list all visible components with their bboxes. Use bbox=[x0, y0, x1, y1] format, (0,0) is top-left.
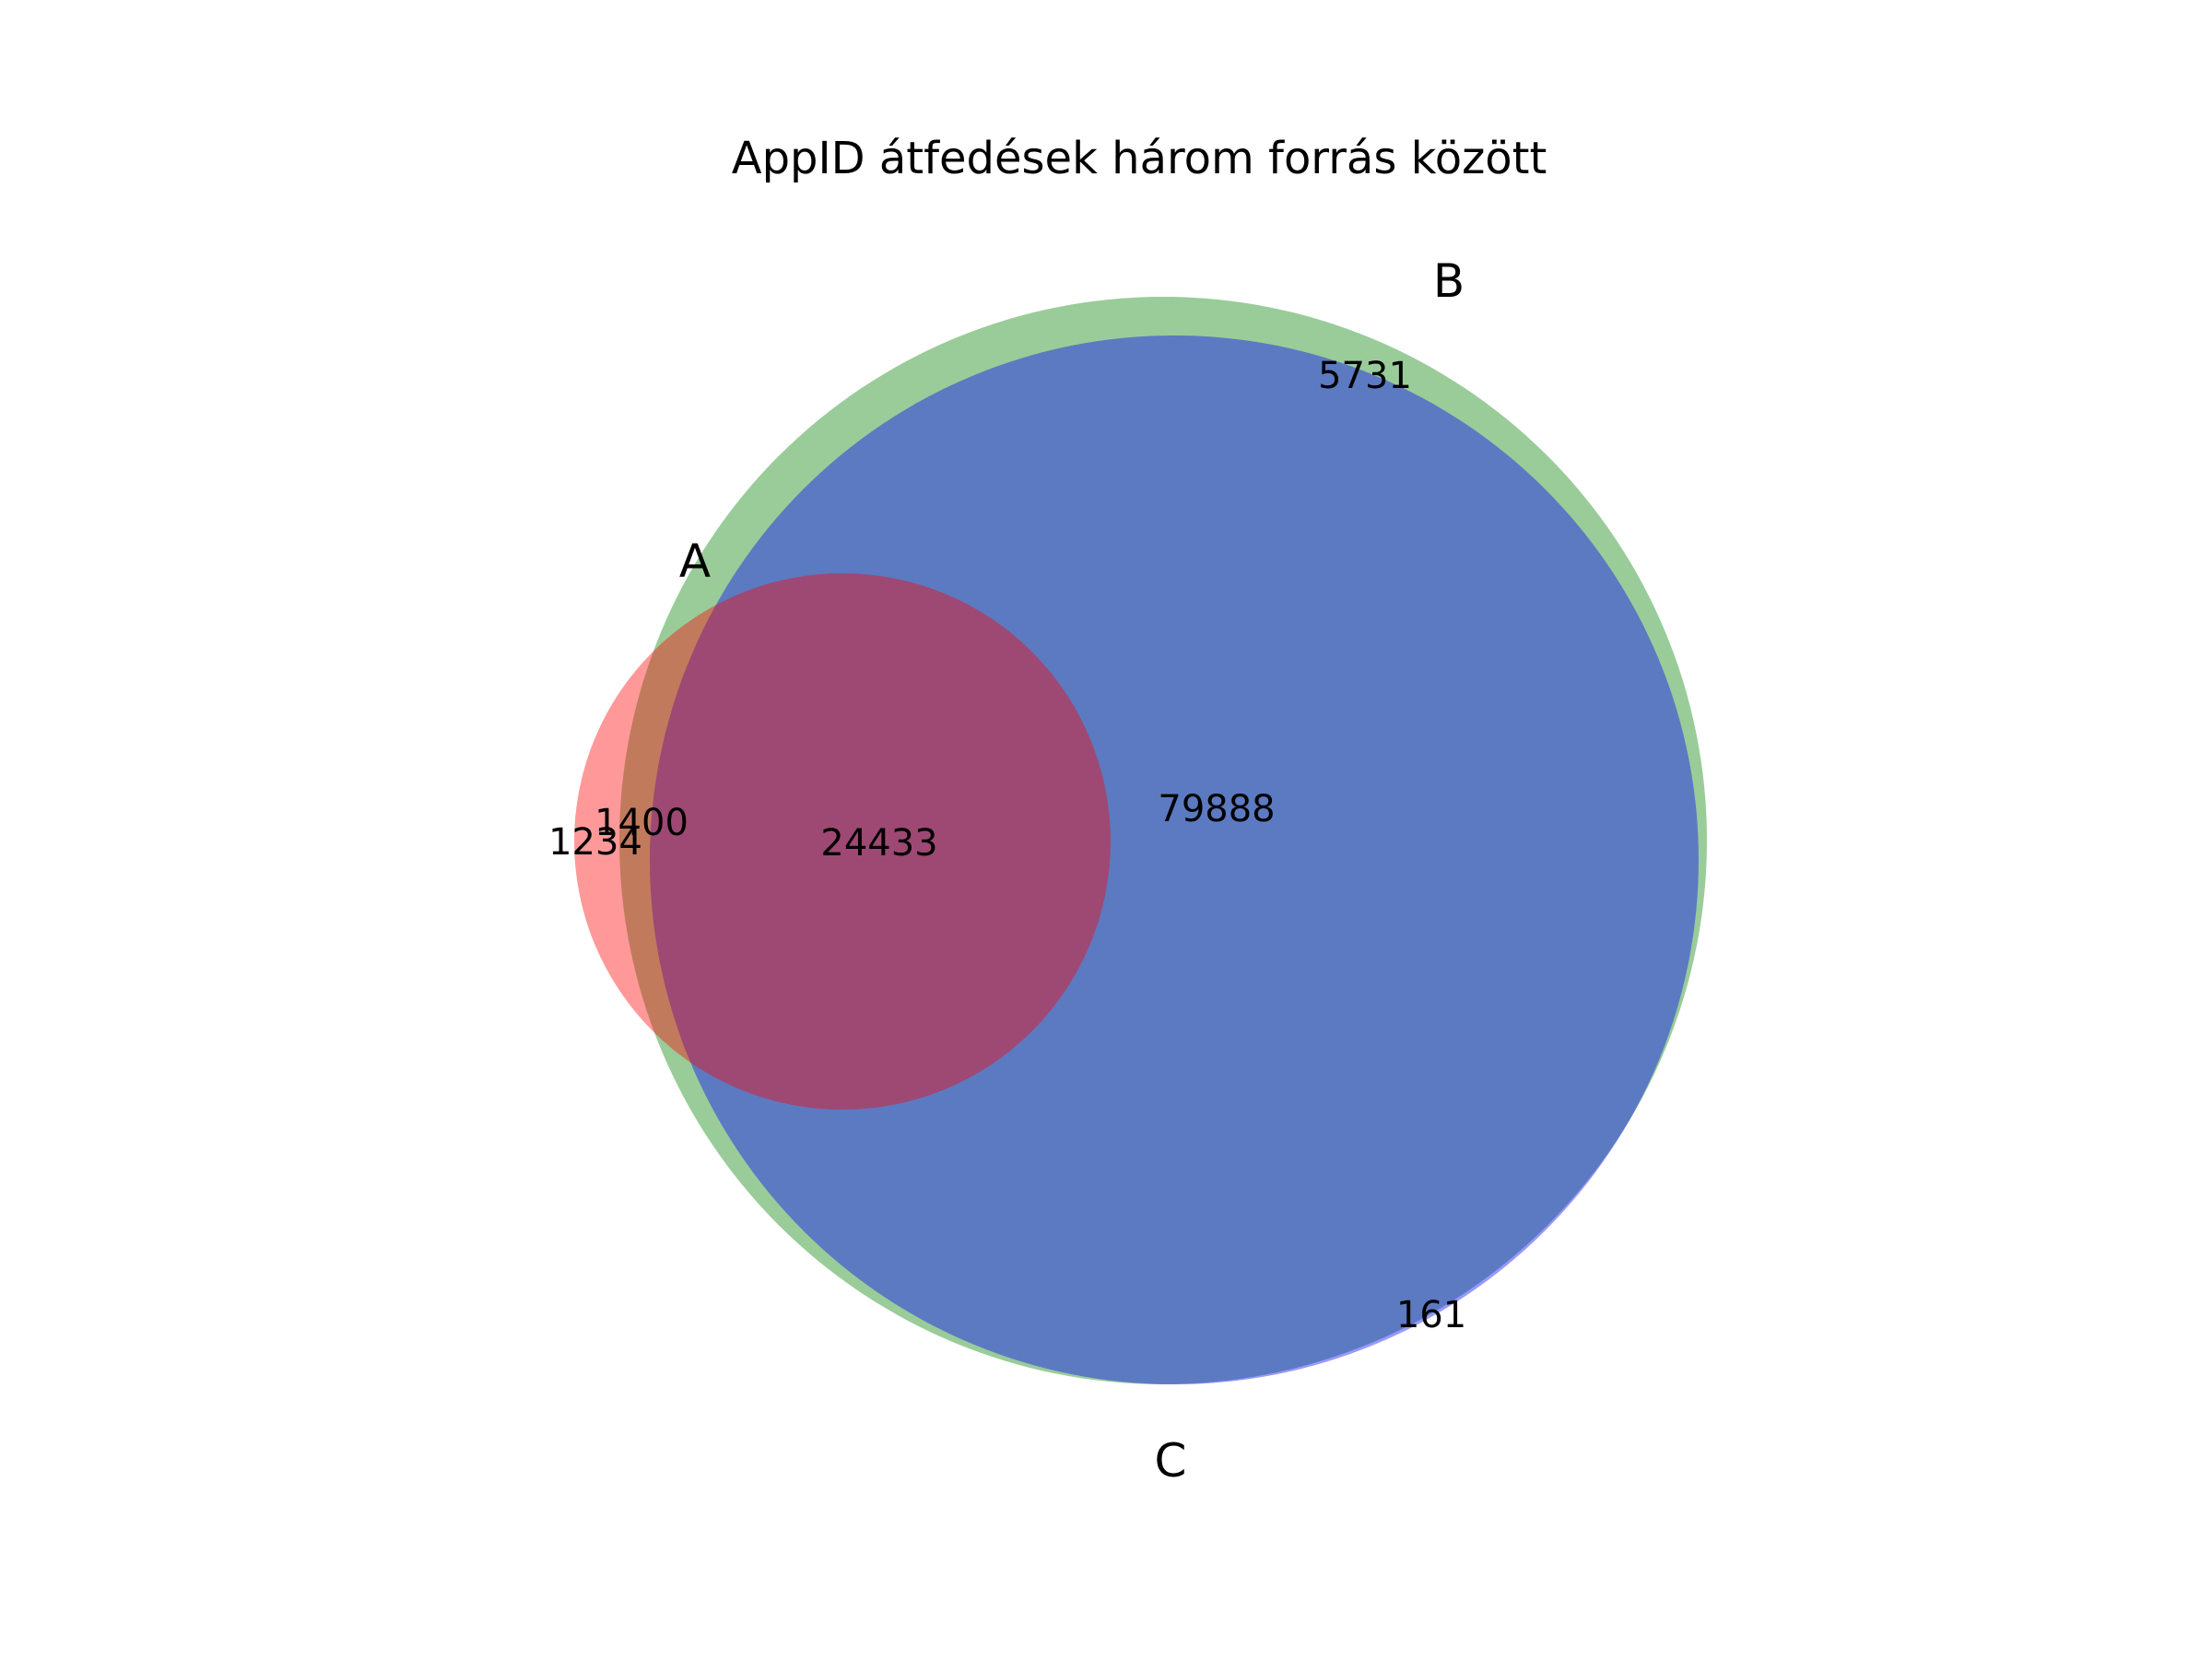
set-b-circle bbox=[619, 297, 1707, 1384]
region-a-b-c-count: 24433 bbox=[820, 822, 937, 865]
venn-circles bbox=[574, 297, 1707, 1384]
set-b-label: B bbox=[1433, 254, 1465, 308]
set-c-label: C bbox=[1155, 1434, 1187, 1488]
region-c-only-count: 161 bbox=[1396, 1294, 1466, 1336]
region-a-only-count: 1234 bbox=[548, 821, 642, 864]
region-b-c-count: 79888 bbox=[1158, 788, 1275, 830]
region-a-b-count: 1400 bbox=[594, 802, 688, 844]
region-b-only-count: 5731 bbox=[1318, 355, 1412, 397]
chart-title: AppID átfedések három forrás között bbox=[732, 133, 1547, 184]
set-c-circle bbox=[650, 335, 1699, 1384]
set-a-label: A bbox=[679, 535, 711, 588]
set-a-circle bbox=[574, 573, 1111, 1110]
